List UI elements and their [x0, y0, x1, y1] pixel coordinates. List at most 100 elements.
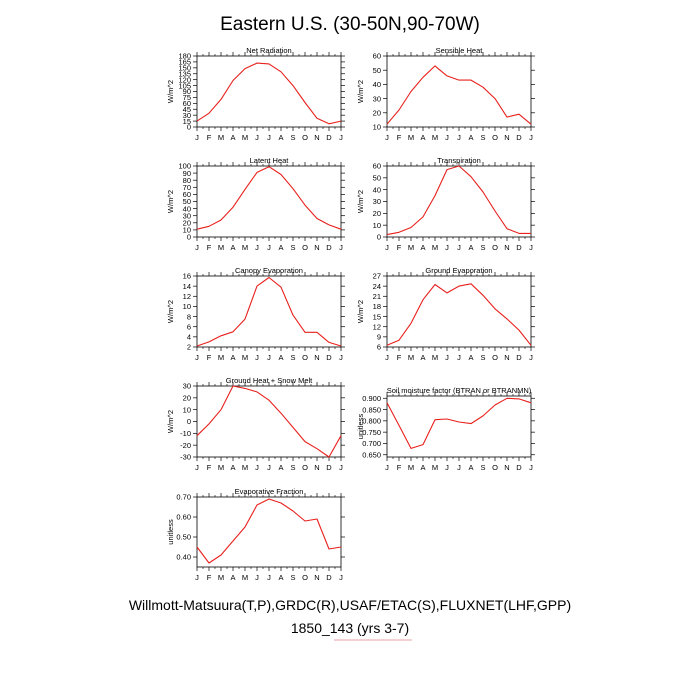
x-tick-label: D — [516, 243, 522, 252]
y-tick-label: 10 — [373, 123, 381, 132]
x-tick-label: M — [432, 353, 438, 362]
y-tick-label: 120 — [178, 75, 191, 84]
x-tick-label: M — [408, 353, 414, 362]
x-tick-label: J — [255, 573, 259, 582]
y-tick-label: 50 — [373, 174, 381, 183]
data-series-line — [196, 276, 342, 347]
y-tick-label: 15 — [183, 117, 191, 126]
x-tick-label: A — [230, 243, 235, 252]
x-tick-label: J — [255, 353, 259, 362]
y-axis-label: W/m^2 — [356, 300, 365, 323]
data-series-line — [386, 283, 532, 346]
y-tick-label: 12 — [183, 292, 191, 301]
x-tick-label: D — [516, 353, 522, 362]
panel-title: Canopy Evaporation — [235, 266, 303, 275]
y-tick-label: 20 — [183, 394, 191, 403]
x-tick-label: D — [326, 573, 332, 582]
y-tick-label: 6 — [377, 343, 381, 352]
x-tick-label: J — [267, 133, 271, 142]
x-tick-label: J — [457, 353, 461, 362]
panel-title: Ground Evaporation — [425, 266, 492, 275]
y-axis-label: W/m^2 — [356, 190, 365, 213]
x-tick-label: S — [290, 463, 295, 472]
x-tick-label: J — [339, 353, 343, 362]
plot-frame — [196, 165, 342, 238]
y-tick-label: 150 — [178, 64, 191, 73]
y-tick-label: 0.750 — [362, 428, 381, 437]
x-tick-label: N — [314, 243, 319, 252]
x-tick-label: J — [255, 463, 259, 472]
x-tick-label: O — [492, 243, 498, 252]
x-tick-label: N — [314, 463, 319, 472]
x-tick-label: J — [385, 133, 389, 142]
x-tick-label: J — [529, 243, 533, 252]
y-tick-label: 0.800 — [362, 417, 381, 426]
x-tick-label: J — [445, 353, 449, 362]
x-tick-label: S — [480, 133, 485, 142]
x-tick-label: S — [290, 353, 295, 362]
x-tick-label: M — [242, 133, 248, 142]
y-tick-label: 70 — [183, 183, 191, 192]
y-tick-label: 50 — [373, 66, 381, 75]
x-tick-label: F — [207, 573, 212, 582]
x-tick-label: D — [326, 353, 332, 362]
x-tick-label: O — [492, 353, 498, 362]
x-tick-label: J — [445, 463, 449, 472]
panel-title: Sensible Heat — [436, 46, 484, 55]
panel-title: Evaporative Fraction — [235, 487, 304, 496]
y-tick-label: 10 — [373, 221, 381, 230]
x-tick-label: J — [267, 353, 271, 362]
x-tick-label: N — [504, 463, 509, 472]
x-tick-label: D — [326, 133, 332, 142]
data-series-line — [196, 166, 342, 230]
y-tick-label: 14 — [183, 282, 191, 291]
y-tick-label: 40 — [373, 80, 381, 89]
y-axis-label: W/m^2 — [166, 80, 175, 103]
x-tick-label: J — [385, 463, 389, 472]
data-series-line — [386, 165, 531, 236]
x-tick-label: A — [278, 463, 283, 472]
y-tick-label: 0 — [377, 233, 381, 242]
x-tick-label: F — [397, 133, 402, 142]
data-series-line — [386, 397, 532, 449]
x-tick-label: M — [242, 573, 248, 582]
x-tick-label: M — [408, 243, 414, 252]
y-tick-label: 0.40 — [176, 553, 191, 562]
y-tick-label: -10 — [180, 429, 191, 438]
x-tick-label: N — [314, 133, 319, 142]
x-tick-label: M — [242, 353, 248, 362]
y-tick-label: 27 — [373, 272, 381, 281]
y-tick-label: 0.650 — [362, 450, 381, 459]
y-tick-label: 50 — [183, 197, 191, 206]
y-tick-label: 21 — [373, 292, 381, 301]
x-tick-label: A — [230, 353, 235, 362]
x-tick-label: F — [397, 243, 402, 252]
x-tick-label: M — [242, 463, 248, 472]
y-tick-label: 80 — [183, 176, 191, 185]
y-tick-label: 15 — [373, 312, 381, 321]
y-tick-label: 0.900 — [362, 394, 381, 403]
y-tick-label: 60 — [183, 99, 191, 108]
y-tick-label: 180 — [178, 52, 191, 61]
y-tick-label: 0.60 — [176, 513, 191, 522]
y-tick-label: 165 — [178, 58, 191, 67]
y-tick-label: 0 — [187, 233, 191, 242]
y-tick-label: -20 — [180, 441, 191, 450]
y-tick-label: 8 — [187, 312, 191, 321]
x-tick-label: A — [420, 353, 425, 362]
panel-title: Soil moisture factor (BTRAN or BTRANMN) — [387, 386, 532, 395]
data-series-line — [196, 62, 342, 125]
x-tick-label: J — [339, 463, 343, 472]
x-tick-label: A — [278, 573, 283, 582]
y-tick-label: 30 — [373, 94, 381, 103]
x-tick-label: J — [445, 133, 449, 142]
y-axis-label: W/m^2 — [166, 190, 175, 213]
x-tick-label: J — [339, 573, 343, 582]
x-tick-label: M — [218, 353, 224, 362]
y-tick-label: 10 — [183, 226, 191, 235]
